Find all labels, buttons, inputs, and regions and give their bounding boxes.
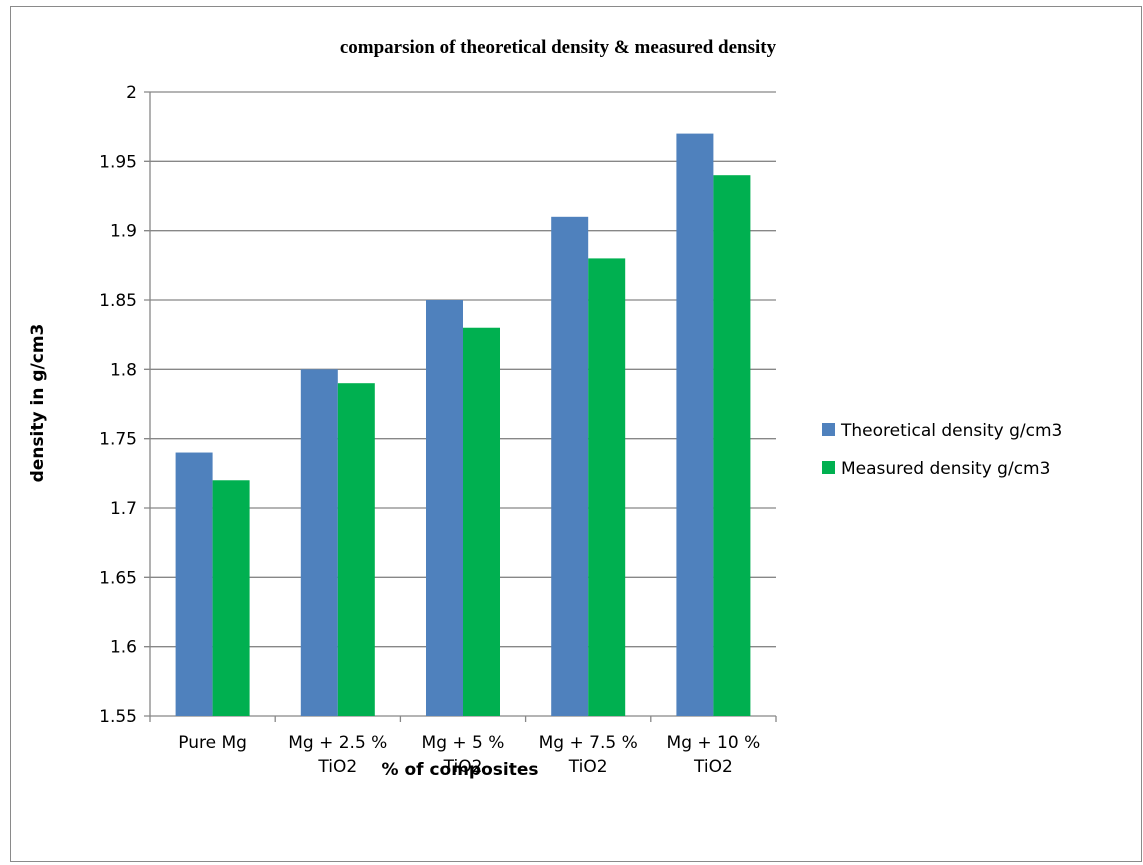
x-tick-label: TiO2 [443, 757, 483, 777]
bar-measured [713, 175, 751, 716]
bar-measured [463, 327, 500, 716]
y-tick-label: 1.7 [110, 499, 137, 519]
x-tick-label: TiO2 [693, 757, 733, 777]
y-tick-label: 1.9 [110, 222, 137, 242]
x-tick-labels: Pure Mg Mg + 2.5 % TiO2 Mg + 5 % TiO2 Mg + 7.… [178, 733, 760, 777]
legend-label: Theoretical density g/cm3 [840, 421, 1062, 441]
bars [175, 133, 751, 717]
y-tick-label: 1.85 [99, 291, 137, 311]
bar-theoretical [676, 133, 714, 717]
x-tick-label: Mg + 7.5 % [539, 733, 638, 753]
bar-measured [212, 480, 250, 716]
x-tick-label: Mg + 10 % [667, 733, 761, 753]
x-tick-label: Pure Mg [178, 733, 247, 753]
chart-title: comparsion of theoretical density & meas… [340, 37, 777, 58]
y-tick-label: 1.65 [99, 568, 137, 588]
y-tick-labels: 1.55 1.6 1.65 1.7 1.75 1.8 1.85 1.9 1.95 2 [99, 83, 137, 727]
x-axis-title: % of composites [382, 760, 539, 780]
bar-theoretical [175, 452, 213, 716]
legend: Theoretical density g/cm3 Measured densit… [822, 421, 1062, 479]
bar-measured [337, 383, 375, 716]
legend-swatch [822, 461, 835, 474]
y-tick-label: 2 [126, 83, 137, 103]
y-tick-label: 1.95 [99, 152, 137, 172]
legend-swatch [822, 423, 835, 436]
bar-theoretical [300, 369, 338, 716]
x-tick-label: TiO2 [317, 757, 357, 777]
legend-label: Measured density g/cm3 [841, 459, 1050, 479]
x-tick-label: Mg + 5 % [422, 733, 505, 753]
y-tick-label: 1.75 [99, 430, 137, 450]
y-axis-title: density in g/cm3 [28, 324, 48, 483]
bar-theoretical [551, 216, 589, 717]
y-tick-label: 1.8 [110, 360, 137, 380]
x-tick-label: TiO2 [568, 757, 608, 777]
y-tick-label: 1.6 [110, 638, 137, 658]
x-tick-label: Mg + 2.5 % [288, 733, 387, 753]
bar-measured [588, 258, 626, 716]
y-tick-label: 1.55 [99, 707, 137, 727]
bar-theoretical [426, 300, 463, 716]
